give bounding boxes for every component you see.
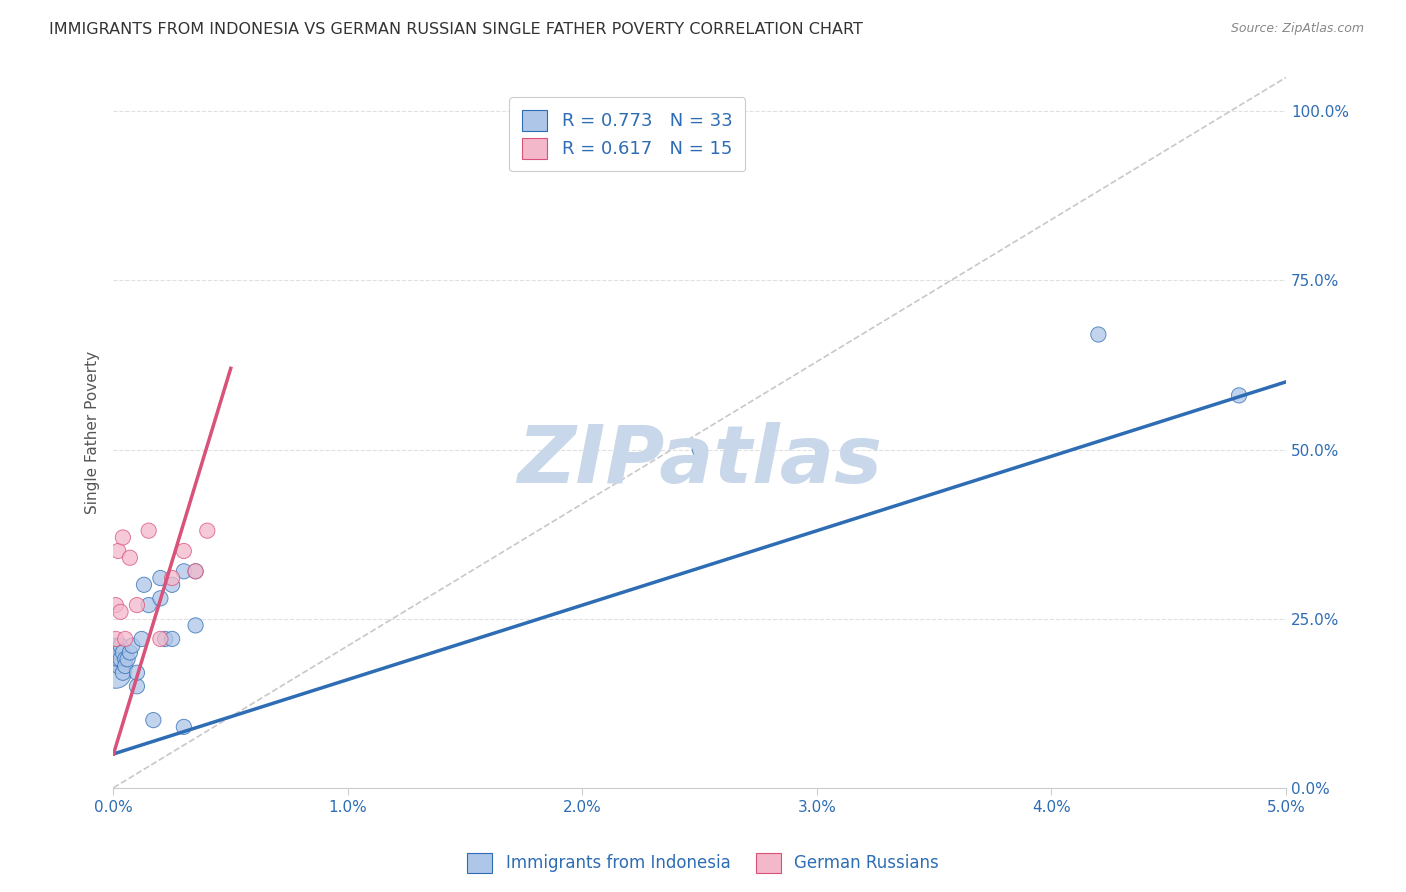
Point <box>138 598 160 612</box>
Point <box>160 578 183 592</box>
Point <box>149 632 172 646</box>
Text: ZIPatlas: ZIPatlas <box>517 422 882 500</box>
Point <box>1087 327 1109 342</box>
Point <box>689 442 711 457</box>
Point <box>110 605 132 619</box>
Point <box>195 524 218 538</box>
Y-axis label: Single Father Poverty: Single Father Poverty <box>86 351 100 514</box>
Point <box>110 639 132 653</box>
Point <box>114 652 136 666</box>
Point <box>104 598 127 612</box>
Point <box>142 713 165 727</box>
Point <box>689 138 711 153</box>
Text: Source: ZipAtlas.com: Source: ZipAtlas.com <box>1230 22 1364 36</box>
Point <box>1227 388 1250 402</box>
Point <box>160 571 183 585</box>
Point <box>125 665 148 680</box>
Point <box>131 632 153 646</box>
Point <box>138 524 160 538</box>
Point <box>104 632 127 646</box>
Point <box>111 645 134 659</box>
Point <box>153 632 176 646</box>
Point <box>173 720 195 734</box>
Point <box>132 578 155 592</box>
Point <box>118 645 141 659</box>
Point <box>125 598 148 612</box>
Point <box>173 544 195 558</box>
Point <box>111 531 134 545</box>
Point <box>110 652 132 666</box>
Point <box>107 659 129 673</box>
Point <box>107 544 129 558</box>
Point <box>104 665 127 680</box>
Point <box>160 632 183 646</box>
Point <box>107 645 129 659</box>
Text: IMMIGRANTS FROM INDONESIA VS GERMAN RUSSIAN SINGLE FATHER POVERTY CORRELATION CH: IMMIGRANTS FROM INDONESIA VS GERMAN RUSS… <box>49 22 863 37</box>
Point <box>114 632 136 646</box>
Point <box>107 652 129 666</box>
Point <box>121 639 143 653</box>
Legend: Immigrants from Indonesia, German Russians: Immigrants from Indonesia, German Russia… <box>461 847 945 880</box>
Point <box>111 665 134 680</box>
Point <box>173 564 195 578</box>
Point <box>184 618 207 632</box>
Point <box>104 652 127 666</box>
Point <box>149 591 172 606</box>
Point <box>118 550 141 565</box>
Legend: R = 0.773   N = 33, R = 0.617   N = 15: R = 0.773 N = 33, R = 0.617 N = 15 <box>509 97 745 171</box>
Point <box>125 679 148 693</box>
Point <box>184 564 207 578</box>
Point <box>149 571 172 585</box>
Point <box>117 652 139 666</box>
Point <box>184 564 207 578</box>
Point <box>104 639 127 653</box>
Point <box>114 659 136 673</box>
